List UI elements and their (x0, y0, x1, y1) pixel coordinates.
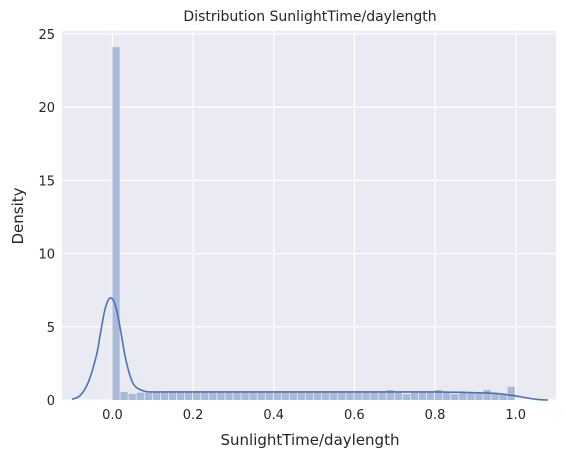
histogram-bar (289, 392, 298, 400)
x-tick-label: 0.2 (183, 408, 204, 423)
histogram-bar (443, 392, 451, 400)
histogram-bar (120, 391, 128, 400)
histogram-bar (346, 392, 354, 400)
histogram-bar (435, 390, 443, 400)
histogram-bar (305, 392, 314, 400)
histogram-bar (386, 390, 394, 400)
y-tick-label: 5 (47, 321, 55, 336)
x-tick-label: 0.0 (102, 408, 123, 423)
x-tick-labels: 0.0 0.2 0.4 0.6 0.8 1.0 (102, 408, 526, 423)
histogram-bar (378, 392, 386, 400)
histogram-bar (176, 392, 185, 400)
histogram-bar (394, 392, 402, 400)
histogram-bar (467, 392, 475, 400)
histogram-bar (338, 392, 346, 400)
y-tick-label: 15 (38, 174, 55, 189)
x-tick-label: 0.6 (344, 408, 365, 423)
histogram-bar (249, 392, 257, 400)
histogram-bar (475, 392, 483, 400)
histogram-bar (491, 392, 499, 400)
histogram-bar (410, 392, 419, 400)
histogram-bar (507, 386, 515, 400)
grid-lines (62, 31, 556, 401)
kde-curve (71, 297, 548, 401)
y-tick-labels: 0 5 10 15 20 25 (38, 28, 55, 409)
y-tick-label: 10 (38, 248, 55, 263)
x-tick-label: 1.0 (505, 408, 526, 423)
histogram-bar (257, 392, 265, 400)
histogram-bar (265, 392, 273, 400)
x-axis-label: SunlightTime/daylength (221, 431, 400, 449)
plot-area (62, 31, 556, 400)
histogram-bar (233, 392, 241, 400)
histogram-bar (459, 392, 467, 400)
histogram-bar (225, 392, 233, 400)
histogram-bar (144, 392, 152, 400)
histogram-bar (136, 392, 144, 400)
histogram-bar (193, 392, 201, 400)
histogram-bar (483, 390, 491, 400)
y-tick-label: 20 (38, 101, 55, 116)
histogram-bar (217, 392, 225, 400)
histogram-bar (112, 47, 120, 400)
histogram-bar (273, 392, 281, 400)
y-tick-label: 25 (38, 28, 55, 43)
histogram-bar (362, 392, 370, 400)
chart-title: Distribution SunlightTime/daylength (183, 9, 436, 25)
x-tick-label: 0.4 (263, 408, 284, 423)
histogram-bar (370, 392, 378, 400)
histogram-bar (451, 394, 459, 400)
histogram-bar (160, 392, 169, 400)
y-tick-label: 0 (47, 394, 55, 409)
histogram-bar (209, 392, 217, 400)
histogram-bar (152, 392, 160, 400)
histogram-bar (168, 392, 177, 400)
histogram-bar (354, 392, 362, 400)
histogram-bar (184, 392, 193, 400)
histogram-bar (128, 393, 136, 400)
histogram-bar (499, 393, 507, 400)
histogram-bar (201, 392, 209, 400)
histogram-bar (314, 392, 322, 400)
histogram-bar (297, 392, 306, 400)
histogram-bar (322, 392, 330, 400)
histogram-bars (112, 47, 515, 400)
x-tick-label: 0.8 (425, 408, 446, 423)
histogram-bar (281, 392, 290, 400)
histogram-bar (426, 392, 435, 400)
y-axis-label: Density (9, 187, 27, 244)
histogram-bar (330, 392, 338, 400)
histogram-bar (402, 394, 411, 400)
histogram-bar (418, 392, 427, 400)
histogram-bar (241, 392, 249, 400)
